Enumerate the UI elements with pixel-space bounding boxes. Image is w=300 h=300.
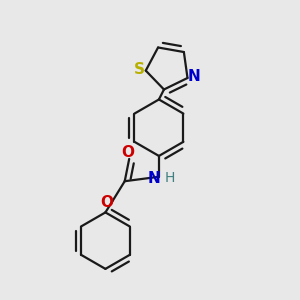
Text: H: H (165, 171, 175, 185)
Text: O: O (121, 145, 134, 160)
Text: N: N (148, 171, 161, 186)
Text: O: O (100, 195, 113, 210)
Text: N: N (188, 69, 200, 84)
Text: S: S (134, 61, 145, 76)
